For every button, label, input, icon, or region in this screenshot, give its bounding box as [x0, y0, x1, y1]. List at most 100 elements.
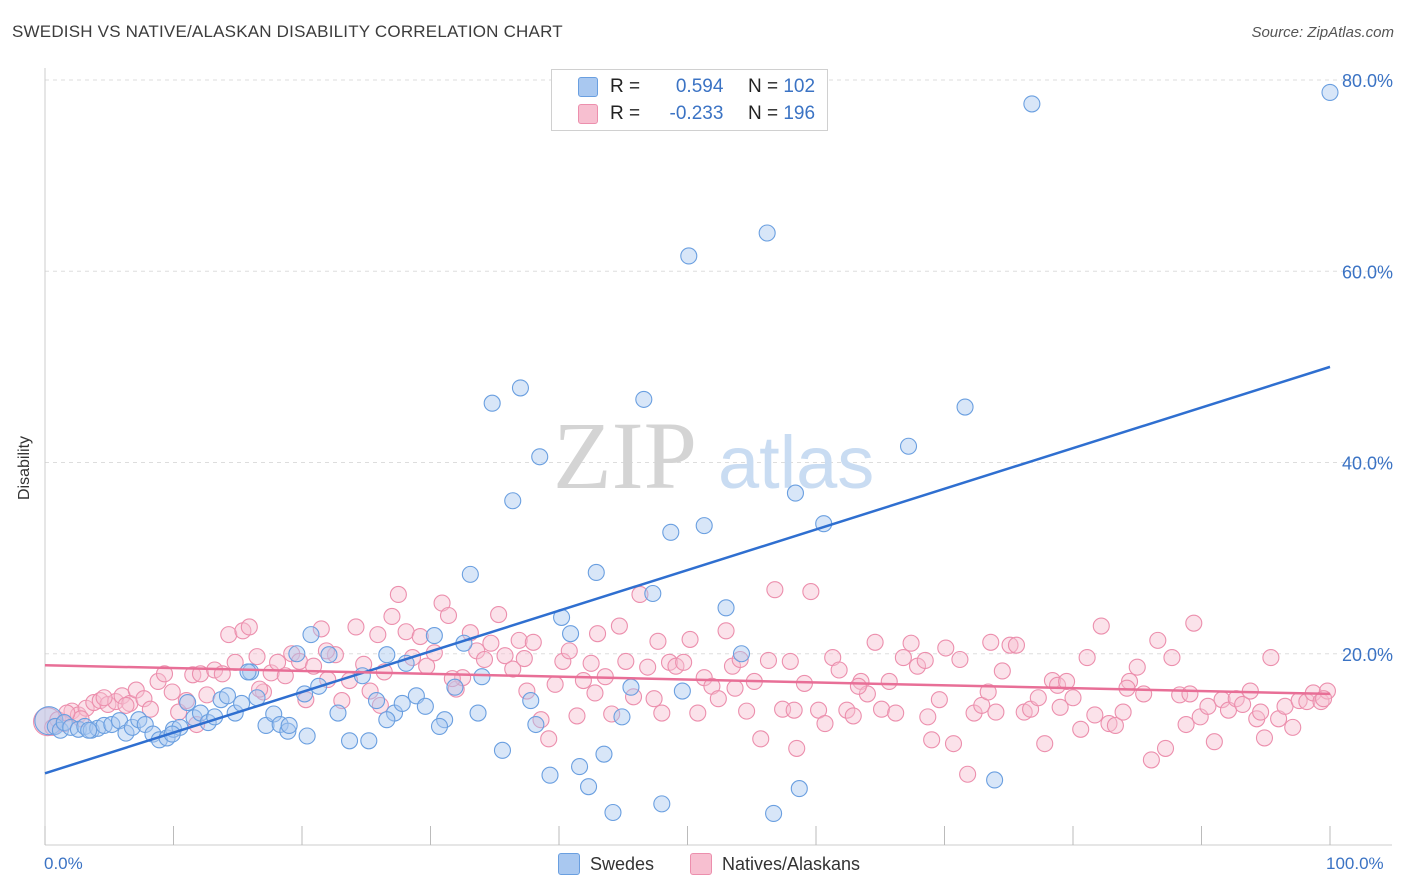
watermark: ZIP atlas	[553, 402, 874, 509]
data-point	[604, 803, 622, 822]
data-point	[982, 633, 1000, 651]
y-tick-label: 80.0%	[1342, 71, 1393, 91]
data-point	[1023, 95, 1041, 113]
watermark-zip: ZIP	[553, 402, 697, 509]
data-point	[1142, 751, 1160, 769]
data-point	[993, 662, 1011, 680]
data-point	[681, 630, 699, 648]
data-point	[916, 651, 934, 669]
data-point	[218, 687, 237, 705]
data-point	[425, 627, 443, 645]
legend-n-value: 196	[783, 103, 816, 124]
data-point	[527, 715, 545, 734]
data-point	[1262, 649, 1280, 667]
data-point	[483, 394, 501, 412]
data-point	[880, 672, 898, 691]
data-point	[816, 715, 834, 733]
series-swedes-points	[34, 83, 1339, 822]
data-point	[689, 704, 707, 722]
data-point	[103, 715, 121, 734]
data-point	[726, 679, 744, 697]
data-point	[1114, 703, 1132, 721]
data-point	[490, 605, 508, 624]
data-point	[1051, 698, 1069, 716]
data-point	[731, 650, 749, 669]
data-point	[1086, 706, 1104, 724]
data-point	[899, 437, 918, 455]
data-point	[838, 701, 856, 719]
data-point	[1100, 715, 1118, 733]
data-point	[117, 696, 135, 714]
data-point	[866, 633, 884, 651]
data-point	[738, 702, 756, 720]
data-point	[644, 584, 662, 603]
data-point	[759, 651, 778, 669]
data-point	[635, 390, 653, 408]
data-point	[361, 682, 379, 700]
data-point	[504, 660, 522, 678]
legend-item-natives[interactable]: Natives/Alaskans	[690, 850, 860, 878]
source-label: Source: ZipAtlas.com	[1251, 24, 1394, 41]
data-point	[923, 731, 941, 749]
data-point	[383, 607, 401, 626]
data-point	[1205, 733, 1223, 751]
data-point	[574, 671, 592, 690]
data-point	[1001, 636, 1019, 654]
data-point	[649, 632, 667, 650]
data-point	[540, 730, 558, 748]
data-point	[613, 708, 631, 726]
data-point	[979, 683, 997, 701]
legend-n-label: N =	[747, 103, 779, 124]
data-point	[645, 690, 663, 708]
data-point	[902, 634, 920, 652]
trend-line-swedes	[44, 365, 1331, 775]
data-point	[220, 626, 238, 644]
data-point	[240, 618, 258, 636]
data-point	[588, 625, 607, 643]
legend-item-swedes[interactable]: Swedes	[558, 850, 654, 878]
data-point	[1185, 614, 1203, 632]
data-point	[1058, 672, 1076, 691]
data-point	[568, 707, 586, 725]
data-point	[1072, 720, 1090, 738]
data-point	[95, 689, 113, 707]
gridlines	[45, 79, 1392, 655]
legend-text-natives: R = -0.233 N = 196	[610, 103, 815, 125]
data-point	[930, 691, 948, 709]
data-point	[1135, 685, 1153, 703]
x-tick-max: 100.0%	[1326, 854, 1384, 873]
data-point	[785, 701, 803, 719]
series-legend: Swedes Natives/Alaskans	[0, 850, 1406, 878]
data-point	[397, 623, 415, 641]
data-point	[1181, 685, 1199, 703]
legend-swatch-swedes	[578, 77, 598, 97]
data-point	[1007, 636, 1026, 654]
data-point	[411, 627, 429, 646]
data-point	[802, 583, 820, 601]
data-point	[1036, 735, 1054, 753]
data-point	[624, 688, 643, 706]
data-point	[631, 585, 649, 604]
data-point	[85, 693, 103, 712]
x-tick-min: 0.0%	[44, 854, 83, 873]
watermark-atlas: atlas	[718, 421, 874, 504]
data-point	[347, 618, 365, 636]
data-point	[1284, 718, 1302, 736]
data-point	[765, 804, 783, 822]
data-point	[695, 517, 713, 535]
data-point	[369, 626, 387, 644]
data-point	[439, 606, 458, 625]
y-tick-labels: 20.0% 40.0% 60.0% 80.0%	[1342, 71, 1393, 665]
data-point	[849, 677, 867, 695]
data-point	[515, 649, 533, 668]
y-tick-label: 60.0%	[1342, 262, 1393, 282]
y-axis-label: Disability	[16, 435, 33, 500]
data-point	[248, 648, 266, 666]
data-point	[155, 665, 174, 683]
legend-n-value: 102	[783, 76, 816, 97]
trend-line-natives	[44, 663, 1331, 696]
data-point	[473, 668, 491, 686]
data-point	[1029, 689, 1047, 707]
data-point	[554, 652, 572, 670]
data-point	[239, 663, 257, 681]
